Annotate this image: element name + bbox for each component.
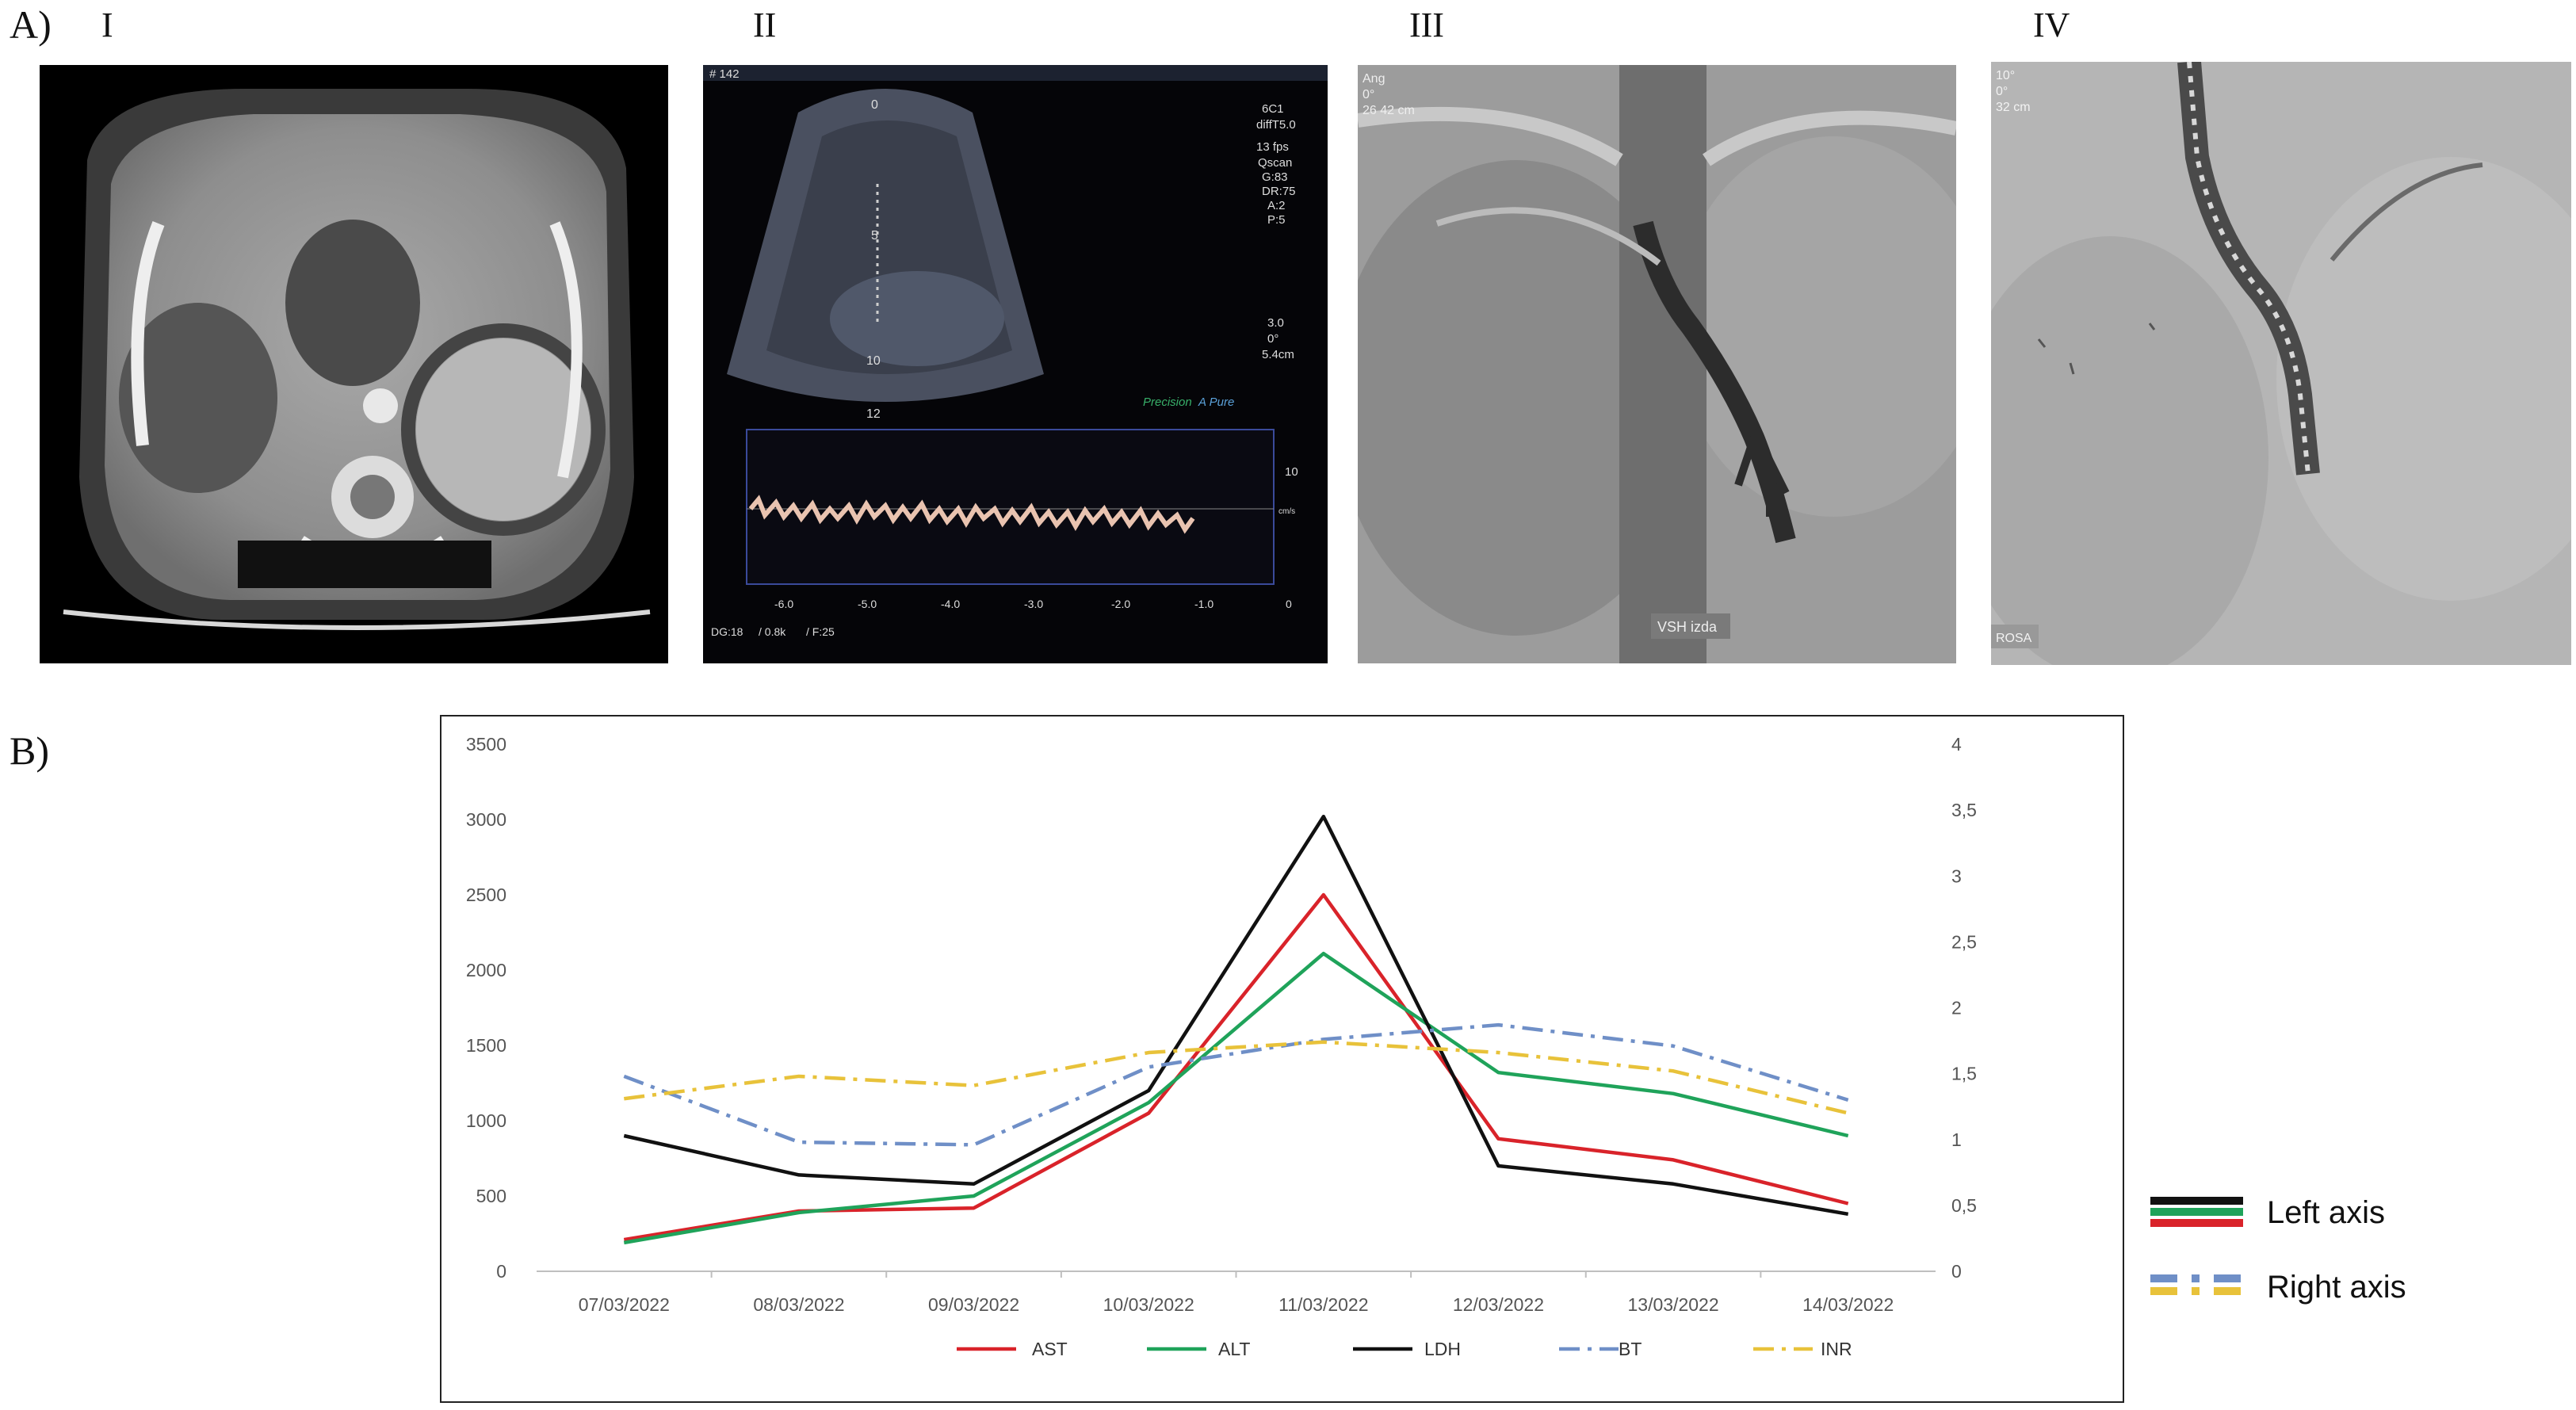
time-tick: -1.0 [1194, 598, 1213, 610]
legend-label-inr: INR [1821, 1339, 1852, 1359]
venogram-image: VSH izda Ang 0° 26 42 cm [1358, 65, 1956, 663]
depth-mark-12: 12 [866, 407, 881, 421]
panel-b-label: B) [10, 728, 49, 773]
left-axis-tick-label: 3500 [466, 734, 506, 755]
us-brand-label: Precision [1143, 395, 1192, 409]
us-param-probe: 6C1 [1262, 102, 1284, 116]
venogram-corner-2: 0° [1363, 88, 1374, 101]
us-param-dr: DR:75 [1262, 185, 1296, 198]
us-param-p: P:5 [1267, 213, 1286, 227]
roman-label-iii: III [1409, 6, 1444, 44]
right-axis-tick-label: 3,5 [1951, 800, 1977, 820]
stent-caption: ROSA [1996, 632, 2032, 645]
us-footer-dg: DG:18 [711, 625, 743, 638]
x-axis-tick-label: 10/03/2022 [1103, 1294, 1194, 1315]
left-axis-tick-label: 500 [476, 1186, 506, 1206]
venogram-corner-3: 26 42 cm [1363, 104, 1415, 117]
x-axis-tick-label: 07/03/2022 [579, 1294, 670, 1315]
stent-corner-1: 10° [1996, 69, 2015, 82]
legend-label-bt: BT [1619, 1339, 1642, 1359]
legend-label-ldh: LDH [1424, 1339, 1461, 1359]
x-axis-tick-label: 09/03/2022 [928, 1294, 1019, 1315]
left-axis-tick-label: 3000 [466, 809, 506, 830]
series-line-inr [624, 1040, 1849, 1115]
right-axis-tick-label: 2,5 [1951, 931, 1977, 952]
time-tick: -6.0 [774, 598, 793, 610]
roman-label-iv: IV [2033, 6, 2070, 44]
us-mode-label: A Pure [1198, 395, 1234, 409]
right-axis-tick-label: 2 [1951, 998, 1962, 1018]
axis-key-swatches [2150, 1197, 2243, 1295]
legend-label-alt: ALT [1218, 1339, 1250, 1359]
series-line-ldh [623, 814, 1849, 1217]
us-param-gain: G:83 [1262, 170, 1288, 184]
right-axis-tick-label: 1 [1951, 1129, 1962, 1150]
us-param-a: A:2 [1267, 199, 1286, 212]
lab-values-chart: 0 500 1000 1500 2000 2500 3000 3500 0 0,5 1 1,5 2 2,5… [440, 715, 2124, 1403]
x-axis-tick-label: 14/03/2022 [1802, 1294, 1894, 1315]
doppler-scale-top: 10 [1285, 465, 1298, 479]
left-axis-tick-label: 0 [496, 1261, 506, 1282]
us-focus-3: 5.4cm [1262, 348, 1294, 361]
roman-label-ii: II [753, 6, 777, 44]
series-line-alt [623, 951, 1849, 1245]
depth-mark-10: 10 [866, 354, 881, 368]
series-line-bt [623, 1022, 1849, 1147]
time-tick: 0 [1286, 598, 1292, 610]
doppler-unit: cm/s [1278, 507, 1295, 516]
us-focus-2: 0° [1267, 332, 1278, 346]
x-axis-tick-label: 08/03/2022 [753, 1294, 844, 1315]
ultrasound-image: # 142 0 5 10 12 6C1 diffT5.0 13 fps Qsca… [703, 65, 1328, 663]
chart-svg: 0 500 1000 1500 2000 2500 3000 3500 0 0,5 1 1,5 2 2,5… [466, 734, 1977, 1359]
us-footer-f: / F:25 [806, 625, 835, 638]
right-axis-tick-label: 3 [1951, 865, 1962, 886]
us-footer-prf: / 0.8k [759, 625, 786, 638]
right-axis-key-label: Right axis [2267, 1270, 2406, 1305]
us-param-qscan: Qscan [1258, 156, 1292, 170]
time-tick: -4.0 [941, 598, 960, 610]
left-axis-tick-label: 2500 [466, 885, 506, 905]
series-line-ast [623, 892, 1849, 1242]
roman-label-i: I [101, 6, 113, 44]
right-axis-tick-label: 0 [1951, 1261, 1962, 1282]
stent-corner-2: 0° [1996, 85, 2008, 98]
left-axis-key-label: Left axis [2267, 1195, 2385, 1230]
left-axis-tick-label: 1500 [466, 1035, 506, 1056]
x-axis-tick-label: 11/03/2022 [1278, 1294, 1368, 1315]
us-focus-1: 3.0 [1267, 316, 1284, 330]
panel-a-label: A) [10, 2, 52, 47]
right-axis-tick-label: 0,5 [1951, 1195, 1977, 1216]
stent-corner-3: 32 cm [1996, 101, 2031, 114]
x-axis-tick-label: 13/03/2022 [1628, 1294, 1719, 1315]
time-tick: -2.0 [1111, 598, 1130, 610]
right-axis-tick-label: 1,5 [1951, 1064, 1977, 1084]
us-param-diff: diffT5.0 [1256, 118, 1296, 132]
venogram-caption: VSH izda [1657, 619, 1718, 635]
legend-label-ast: AST [1032, 1339, 1068, 1359]
x-axis-tick-label: 12/03/2022 [1453, 1294, 1544, 1315]
venogram-corner-1: Ang [1363, 72, 1385, 86]
depth-mark-0: 0 [871, 98, 878, 112]
right-axis-tick-label: 4 [1951, 734, 1962, 755]
time-tick: -5.0 [858, 598, 877, 610]
stent-image: ROSA 10° 0° 32 cm [1991, 62, 2571, 665]
us-param-fps: 13 fps [1256, 140, 1289, 154]
left-axis-tick-label: 2000 [466, 960, 506, 980]
left-axis-tick-label: 1000 [466, 1110, 506, 1131]
ultrasound-frame-label: # 142 [709, 67, 740, 81]
time-tick: -3.0 [1024, 598, 1043, 610]
ct-scan-image [40, 65, 668, 663]
depth-mark-5: 5 [871, 229, 878, 243]
